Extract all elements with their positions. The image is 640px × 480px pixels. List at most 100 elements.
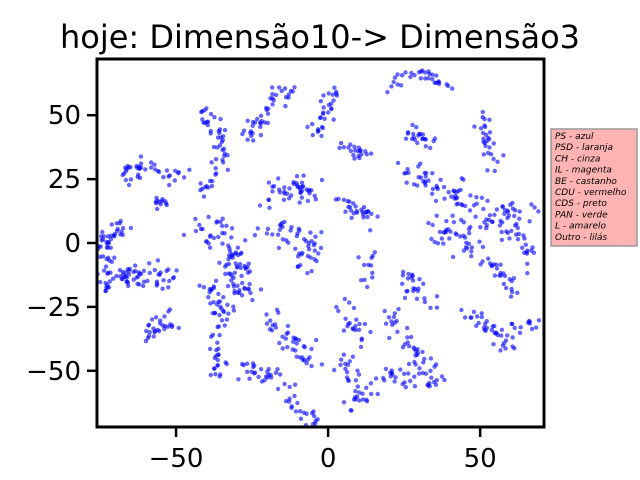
scatter-point [488,152,494,157]
scatter-point [494,207,500,212]
scatter-point [282,381,287,387]
scatter-point [231,304,236,309]
scatter-point [509,278,514,284]
scatter-point [120,276,125,282]
scatter-point [106,255,111,260]
scatter-point [316,251,321,256]
scatter-point [227,246,232,251]
scatter-point [487,117,492,123]
scatter-point [356,372,362,377]
scatter-point [423,137,428,142]
scatter-point [292,382,298,387]
scatter-point [417,366,422,371]
scatter-point [226,261,232,267]
scatter-point [133,268,138,274]
scatter-point [343,209,348,214]
scatter-point [432,239,437,245]
scatter-point [167,173,172,178]
scatter-point [283,103,288,109]
scatter-point [332,85,337,90]
scatter-point [510,335,515,340]
scatter-point [128,225,134,231]
scatter-point [481,152,486,157]
scatter-point [162,314,167,319]
scatter-point [269,328,275,333]
scatter-point [221,134,226,139]
scatter-point [211,144,217,150]
scatter-point [532,205,537,210]
legend-background [550,128,638,247]
scatter-point [108,245,114,250]
scatter-point [222,127,228,133]
scatter-point [297,228,302,233]
scatter-point [414,296,420,301]
scatter-point [372,250,377,255]
scatter-point [406,344,412,349]
scatter-point [209,183,215,189]
scatter-point [215,135,221,140]
scatter-point [405,325,410,331]
scatter-point [493,331,498,336]
scatter-point [430,222,435,228]
scatter-point [341,352,347,357]
scatter-point [293,348,298,353]
scatter-point [411,131,416,137]
scatter-point [285,344,290,350]
scatter-point [430,77,435,82]
scatter-point [509,228,514,234]
scatter-point [161,278,166,283]
scatter-point [213,372,218,377]
scatter-point [487,261,493,266]
scatter-point [233,250,238,255]
scatter-point [279,88,284,94]
scatter-point [405,340,410,345]
scatter-point [283,336,288,341]
scatter-point [405,167,410,172]
scatter-point [128,165,133,170]
scatter-point [259,379,265,384]
scatter-point [513,208,518,213]
scatter-point [485,198,490,203]
scatter-point [268,372,273,378]
scatter-point [284,238,289,243]
scatter-point [453,231,458,236]
scatter-point [153,315,159,320]
scatter-point [306,240,312,246]
scatter-point [442,377,447,383]
scatter-point [326,91,331,96]
scatter-point [360,209,365,215]
scatter-point [506,213,512,218]
scatter-point [360,397,366,402]
scatter-point [450,254,456,260]
scatter-point [461,220,466,225]
scatter-point [172,178,177,183]
scatter-point [309,268,314,274]
scatter-point [312,193,317,198]
scatter-point [292,85,297,90]
scatter-point [124,279,129,284]
y-tick-label: −25 [26,293,81,323]
scatter-point [216,324,221,329]
scatter-point [207,234,213,239]
scatter-point [517,330,523,335]
scatter-point [100,254,106,259]
scatter-point [217,143,223,148]
scatter-point [351,152,356,158]
scatter-point [229,278,234,283]
scatter-point [504,285,509,291]
scatter-point [484,138,490,144]
scatter-point [480,244,486,250]
scatter-point [536,209,541,214]
scatter-point [549,336,553,340]
scatter-point [232,288,237,294]
scatter-point [302,345,307,350]
scatter-point [277,187,282,192]
scatter-point [478,225,483,230]
scatter-point [225,153,230,158]
scatter-point [515,290,520,295]
scatter-point [318,245,324,251]
scatter-point [160,323,165,328]
scatter-point [370,253,375,259]
scatter-point [500,204,505,209]
scatter-point [206,241,211,246]
